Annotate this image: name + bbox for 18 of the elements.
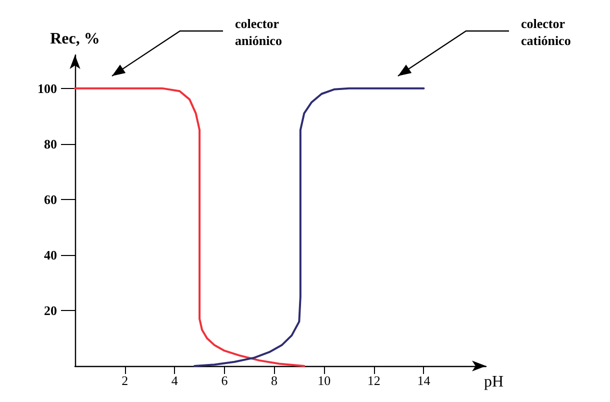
y-tick-label: 20 <box>44 302 57 318</box>
x-tick-label: 10 <box>318 373 331 388</box>
y-tick-label: 60 <box>44 192 57 207</box>
x-tick-label: 6 <box>221 373 228 388</box>
y-tick-label: 80 <box>44 136 57 152</box>
line-series <box>194 87 425 367</box>
x-tick-label: 2 <box>122 373 128 388</box>
text: colector aniónico <box>235 16 282 48</box>
x-axis-title: pH <box>484 374 504 390</box>
y-tick-label: 100 <box>38 80 57 96</box>
x-tick-label: 12 <box>367 373 380 388</box>
x-tick-label: 8 <box>271 373 278 388</box>
y-axis-title: Rec, % <box>50 30 100 48</box>
line-series <box>74 87 306 367</box>
x-tick-label: 4 <box>171 373 178 388</box>
y-tick-label: 40 <box>44 247 57 262</box>
text: colector catiónico <box>521 16 571 48</box>
x-tick-label: 14 <box>417 373 431 388</box>
